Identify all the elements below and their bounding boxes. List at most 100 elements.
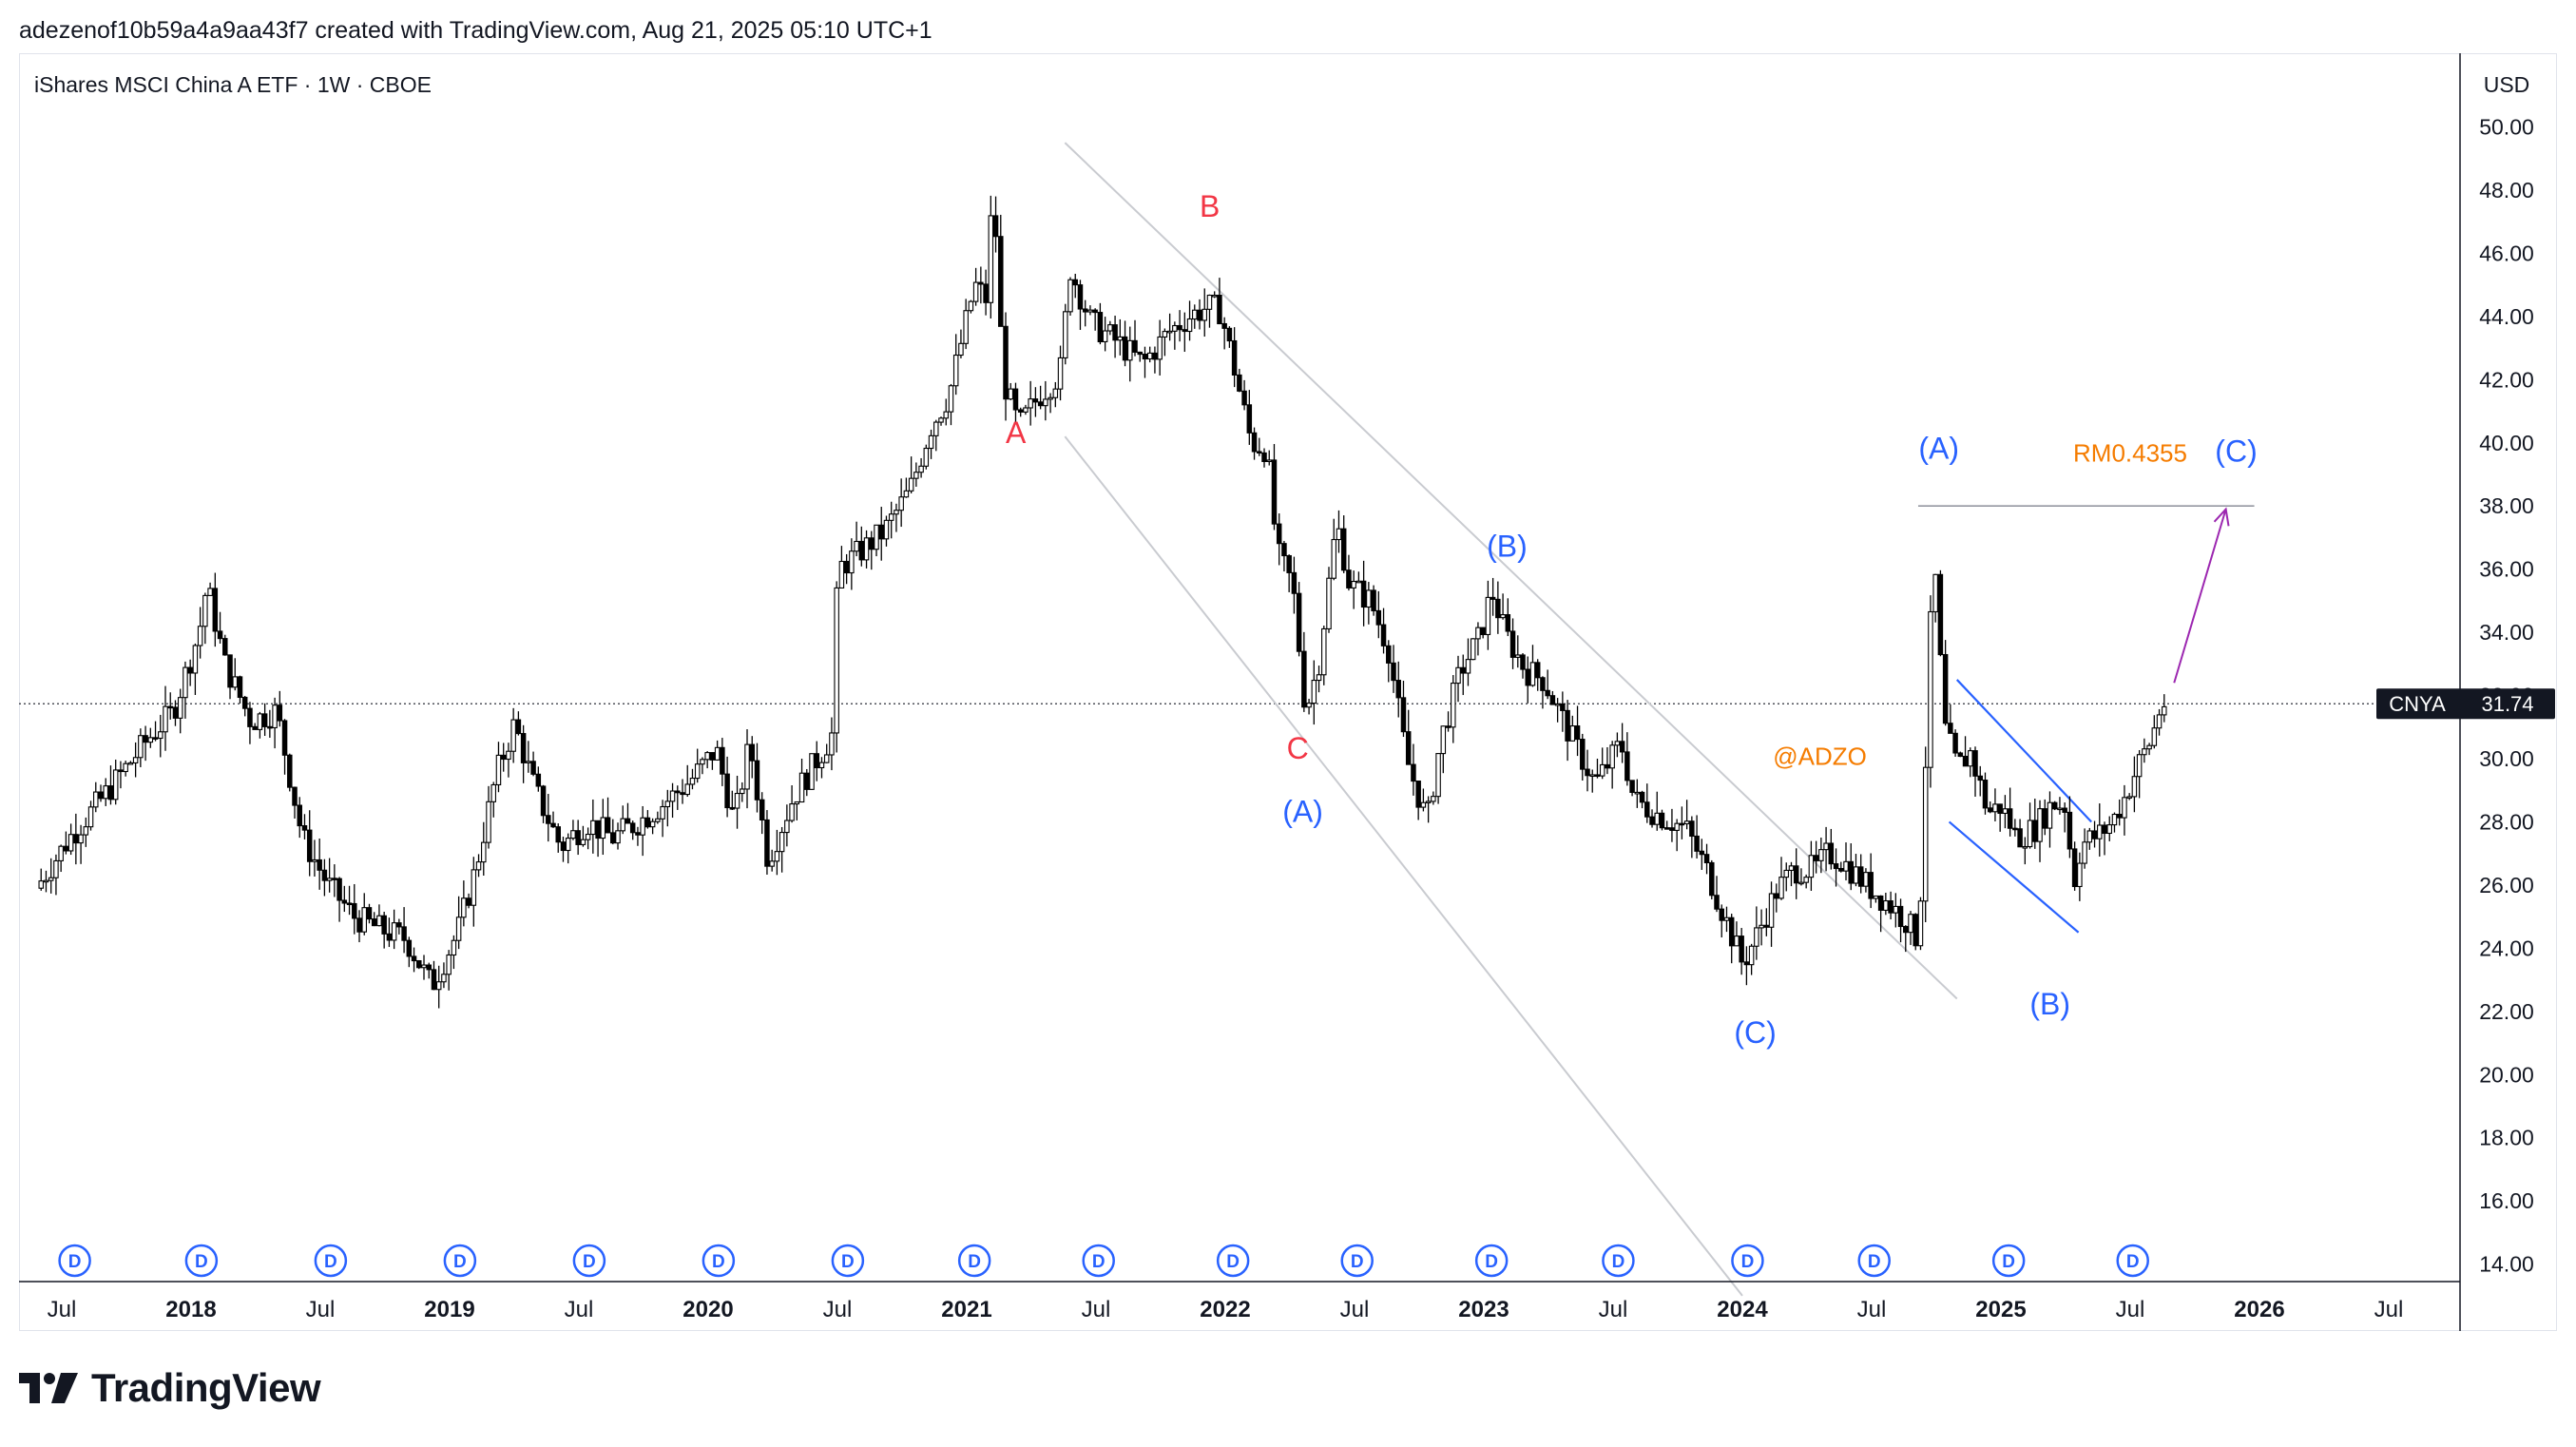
candle-body	[252, 725, 258, 730]
projection-arrow-line[interactable]	[2173, 509, 2227, 684]
flag-upper-line[interactable]	[1955, 679, 2092, 823]
dividend-marker-label: D	[324, 1252, 337, 1272]
candle-body	[1112, 324, 1118, 341]
candle-body	[883, 519, 890, 540]
candle-body	[1520, 654, 1526, 670]
candle-body	[1868, 872, 1874, 899]
candle-body	[217, 630, 223, 640]
wave-label[interactable]: (A)	[1918, 431, 1959, 465]
dividend-marker-icon[interactable]	[314, 1244, 348, 1278]
candle-body	[237, 676, 243, 699]
wave-label[interactable]: (C)	[2215, 434, 2257, 469]
candle-body	[1152, 352, 1158, 360]
candle-body	[1639, 791, 1645, 803]
dividend-marker-icon[interactable]	[1216, 1244, 1250, 1278]
candle-body	[1759, 924, 1764, 929]
candle-body	[1783, 869, 1789, 878]
candle-body	[67, 834, 74, 852]
candle-body	[376, 915, 382, 927]
wave-label[interactable]: A	[1006, 415, 1027, 450]
wave-label[interactable]: (A)	[1282, 794, 1323, 828]
dividend-marker-label: D	[1092, 1252, 1105, 1272]
candle-body	[83, 826, 89, 836]
candle-body	[495, 754, 502, 786]
channel-lower-line[interactable]	[1064, 435, 1743, 1297]
candle-body	[1897, 905, 1904, 928]
candle-body	[510, 719, 516, 752]
candle-body	[1609, 744, 1615, 769]
wave-label[interactable]: (B)	[1487, 529, 1528, 563]
candle-body	[1391, 662, 1396, 682]
candle-body	[903, 490, 910, 498]
candle-body	[774, 851, 780, 862]
candle-body	[481, 841, 487, 863]
tradingview-logo[interactable]: TradingView	[19, 1365, 321, 1411]
candle-body	[1843, 860, 1849, 872]
candle-body	[312, 859, 317, 862]
candle-body	[923, 447, 930, 467]
candle-body	[515, 719, 522, 735]
dividend-marker-icon[interactable]	[443, 1244, 477, 1278]
dividend-marker-icon[interactable]	[1340, 1244, 1374, 1278]
candle-body	[1877, 895, 1884, 911]
wave-label[interactable]: (B)	[2029, 987, 2070, 1021]
candle-body	[306, 829, 313, 862]
dividend-marker-label: D	[1351, 1252, 1364, 1272]
candle-body	[172, 706, 179, 719]
candle-body	[2156, 714, 2163, 729]
candle-body	[183, 666, 188, 699]
candle-body	[1431, 796, 1436, 802]
candle-body	[1848, 860, 1854, 884]
wave-label[interactable]: (C)	[1734, 1015, 1776, 1050]
candle-body	[2116, 813, 2123, 819]
wave-label[interactable]: C	[1287, 731, 1309, 765]
candle-body	[1127, 339, 1133, 361]
dividend-marker-icon[interactable]	[58, 1244, 91, 1278]
candle-body	[1624, 751, 1630, 781]
dividend-marker-icon[interactable]	[1474, 1244, 1509, 1278]
candle-body	[287, 754, 293, 788]
wave-label[interactable]: @ADZO	[1773, 743, 1867, 771]
dividend-marker-icon[interactable]	[184, 1244, 219, 1278]
dividend-marker-icon[interactable]	[1602, 1244, 1635, 1278]
dividend-marker-icon[interactable]	[1857, 1244, 1891, 1278]
candle-body	[1560, 703, 1566, 711]
candle-body	[381, 915, 387, 935]
candle-body	[1962, 755, 1969, 767]
wave-label[interactable]: RM0.4355	[2073, 439, 2187, 468]
candle-body	[1977, 775, 1983, 781]
candle-body	[1663, 827, 1670, 830]
y-tick-label: 22.00	[2479, 999, 2534, 1024]
candle-body	[1425, 801, 1432, 803]
currency-label[interactable]: USD	[2484, 72, 2530, 97]
dividend-marker-icon[interactable]	[831, 1244, 865, 1278]
dividend-marker-icon[interactable]	[702, 1244, 736, 1278]
dividend-marker-icon[interactable]	[2116, 1244, 2149, 1278]
channel-upper-line[interactable]	[1064, 142, 1958, 1000]
candle-body	[1723, 916, 1730, 921]
dividend-marker-icon[interactable]	[1082, 1244, 1115, 1278]
dividend-marker-icon[interactable]	[572, 1244, 606, 1278]
dividend-marker-icon[interactable]	[1991, 1244, 2026, 1278]
candle-body	[297, 804, 302, 827]
candle-body	[2106, 824, 2112, 835]
candle-body	[649, 820, 656, 828]
candle-body	[600, 817, 606, 839]
candle-body	[818, 762, 825, 769]
y-tick-label: 34.00	[2479, 620, 2534, 645]
candle-body	[689, 778, 696, 785]
wave-label[interactable]: B	[1200, 189, 1220, 223]
candle-body	[396, 922, 402, 928]
candle-body	[1470, 638, 1476, 661]
candle-body	[2126, 796, 2132, 799]
candle-body	[1346, 569, 1352, 588]
candle-body	[1281, 543, 1287, 557]
y-tick-label: 38.00	[2479, 493, 2534, 518]
dividend-marker-icon[interactable]	[957, 1244, 991, 1278]
candle-body	[138, 735, 144, 759]
candle-body	[1540, 677, 1546, 691]
flag-lower-line[interactable]	[1948, 820, 2080, 934]
candle-body	[1644, 801, 1650, 818]
dividend-marker-icon[interactable]	[1731, 1244, 1764, 1278]
